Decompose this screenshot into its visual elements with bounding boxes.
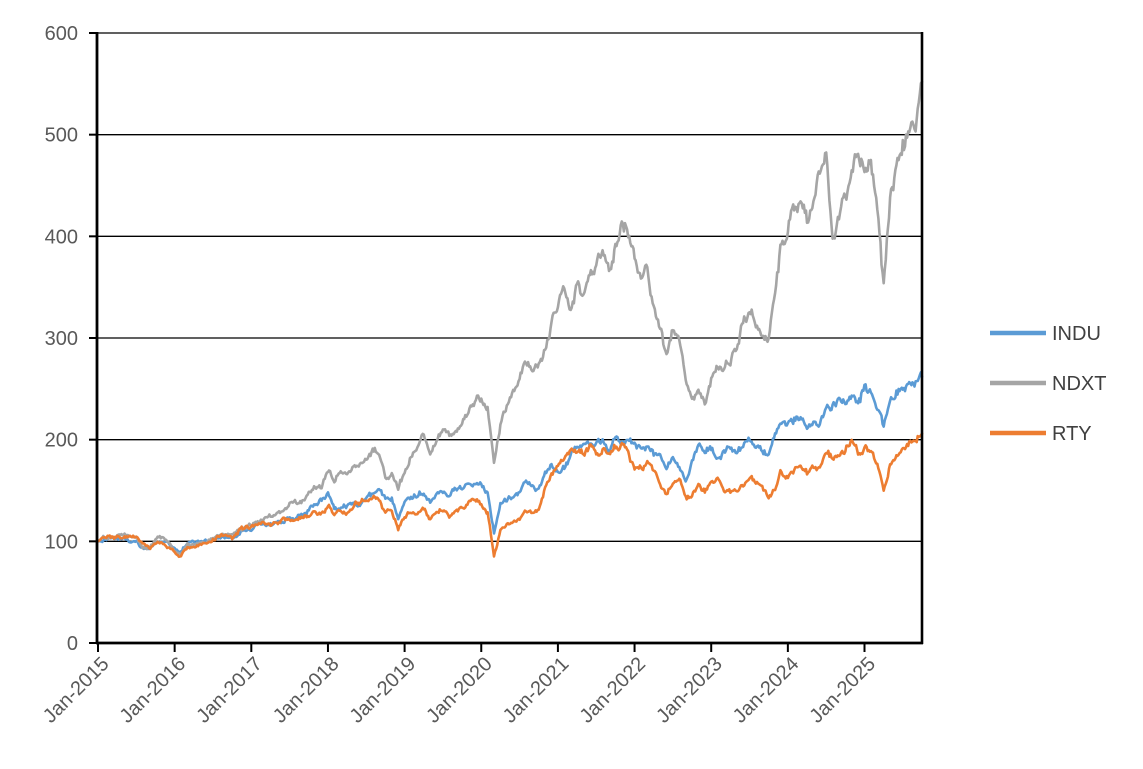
legend-label-ndxt: NDXT <box>1052 373 1106 395</box>
series-lines <box>96 80 924 559</box>
y-tick-label: 400 <box>45 226 78 248</box>
axes <box>89 32 924 652</box>
x-tick-label: Jan-2017 <box>192 653 267 728</box>
x-tick-label: Jan-2020 <box>422 653 497 728</box>
series-line-ndxt <box>96 80 924 557</box>
y-tick-label: 0 <box>67 633 78 655</box>
legend-item-ndxt: NDXT <box>990 373 1106 395</box>
x-tick-label: Jan-2021 <box>499 653 574 728</box>
x-tick-label: Jan-2019 <box>346 653 421 728</box>
series-line-indu <box>96 371 924 554</box>
y-axis-labels: 0 100 200 300 400 500 600 <box>45 23 78 655</box>
series-line-rty <box>96 432 924 559</box>
gridlines <box>97 32 922 542</box>
y-tick-label: 200 <box>45 430 78 452</box>
y-tick-label: 500 <box>45 125 78 147</box>
y-tick-label: 100 <box>45 531 78 553</box>
x-tick-label: Jan-2016 <box>116 653 191 728</box>
x-tick-label: Jan-2022 <box>576 653 651 728</box>
legend-item-rty: RTY <box>990 423 1092 445</box>
x-tick-label: Jan-2024 <box>729 653 804 728</box>
x-tick-label: Jan-2018 <box>269 653 344 728</box>
x-tick-label: Jan-2015 <box>39 653 114 728</box>
legend: INDU NDXT RTY <box>990 323 1106 445</box>
x-axis-labels: Jan-2015 Jan-2016 Jan-2017 Jan-2018 Jan-2019… <box>39 653 880 728</box>
y-tick-label: 600 <box>45 23 78 45</box>
legend-label-indu: INDU <box>1052 323 1101 345</box>
x-tick-label: Jan-2025 <box>806 653 881 728</box>
legend-item-indu: INDU <box>990 323 1101 345</box>
y-tick-label: 300 <box>45 328 78 350</box>
legend-label-rty: RTY <box>1052 423 1092 445</box>
x-tick-label: Jan-2023 <box>652 653 727 728</box>
